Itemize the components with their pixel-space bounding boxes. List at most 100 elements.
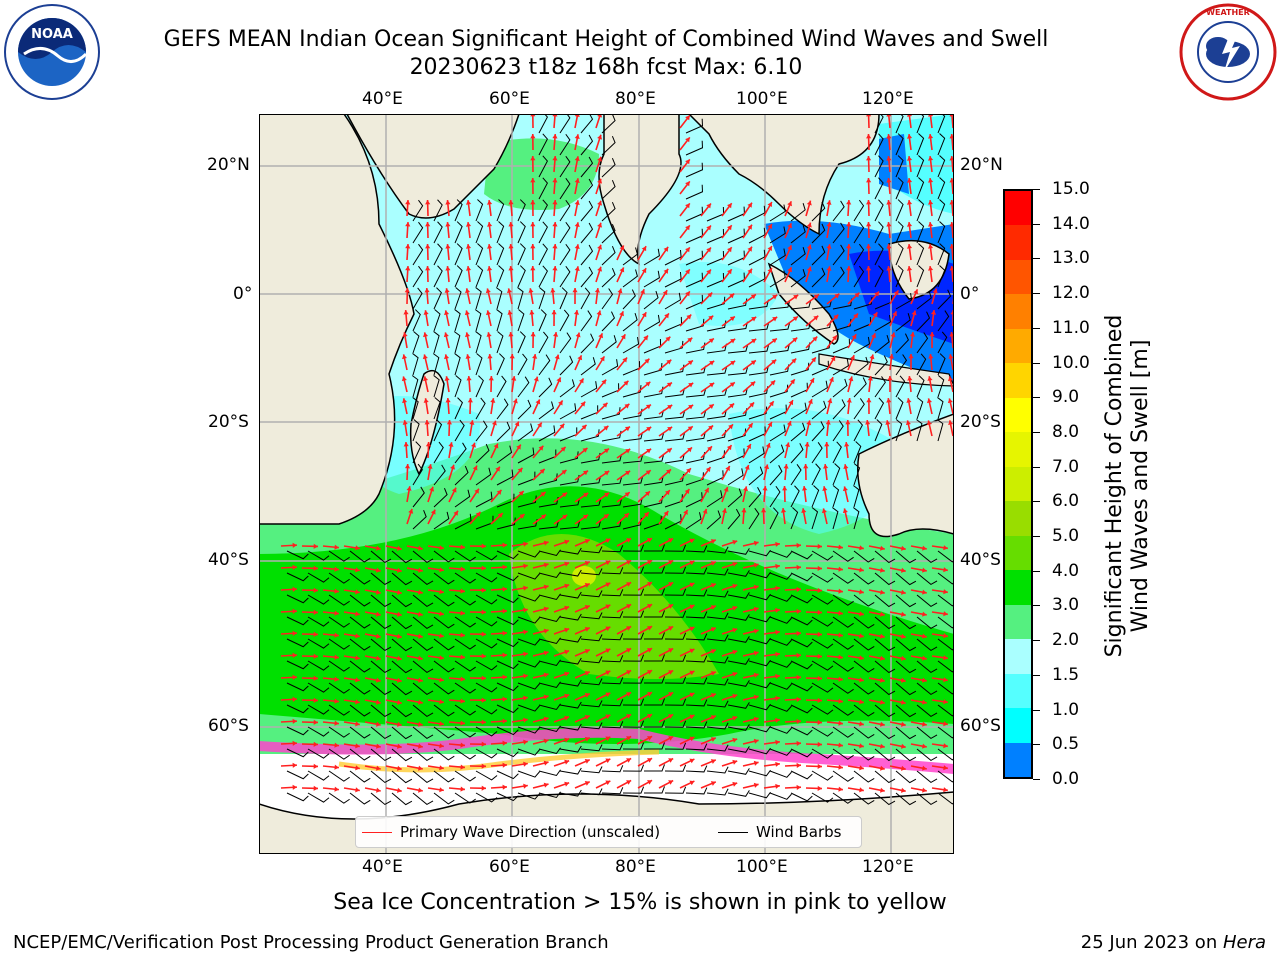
wave-direction-arrowhead (626, 648, 632, 653)
wind-barb (559, 133, 571, 156)
wave-direction-arrowhead (838, 764, 843, 770)
colorbar-tick (1033, 466, 1040, 468)
wave-direction-arrowhead (796, 542, 801, 548)
wave-direction-arrowhead (932, 288, 938, 294)
wave-direction-arrowhead (439, 743, 444, 749)
wave-direction-arrowhead (514, 421, 520, 427)
wind-barb (433, 682, 455, 695)
wave-direction-arrowhead (812, 336, 818, 342)
wave-direction-arrowhead (796, 762, 801, 768)
wave-direction-arrowhead (775, 673, 780, 679)
wave-direction-arrowhead (460, 544, 465, 550)
wind-barb (937, 682, 954, 695)
wind-barb (769, 616, 792, 624)
wave-direction-arrowhead (727, 225, 732, 231)
wind-barb (538, 703, 561, 711)
wave-direction-arrowhead (460, 566, 465, 572)
wave-direction-arrowhead (741, 508, 747, 513)
wave-direction-arrowhead (572, 288, 578, 293)
wind-barb (664, 676, 687, 684)
wave-direction-arrowhead (425, 442, 432, 447)
wave-direction-arrowhead (668, 648, 674, 653)
wind-barb (916, 114, 925, 134)
wave-direction-arrowhead (552, 244, 558, 249)
wind-barb (412, 550, 434, 564)
wind-barb (349, 682, 371, 695)
wave-direction-arrowhead (908, 354, 914, 359)
wave-direction-arrowhead (725, 465, 730, 471)
wave-direction-arrowhead (732, 605, 738, 611)
wave-direction-arrowhead (594, 288, 600, 293)
wind-barb (622, 676, 645, 684)
wave-direction-arrowhead (721, 508, 727, 514)
wind-barb (559, 379, 575, 398)
wind-barb (517, 616, 540, 624)
footer-host: Hera (1222, 932, 1266, 953)
wind-barb (601, 135, 616, 156)
wind-barb (433, 221, 443, 244)
wind-barb (832, 222, 845, 244)
wave-direction-arrowhead (829, 377, 834, 383)
wave-direction-arrowhead (906, 156, 913, 161)
wind-barb (790, 422, 806, 442)
wind-barb (349, 572, 371, 585)
legend-barb-label: Wind Barbs (756, 823, 842, 841)
wave-direction-arrowhead (842, 486, 848, 492)
wind-barb (748, 406, 768, 420)
wave-direction-arrowhead (838, 632, 843, 638)
wind-barb (601, 267, 616, 288)
wave-direction-arrowhead (418, 545, 423, 551)
colorbar-label: 15.0 (1052, 179, 1090, 199)
wind-barb (832, 550, 854, 562)
wind-barb (727, 428, 747, 442)
wave-direction-arrowhead (687, 360, 693, 366)
wind-barb (727, 636, 750, 643)
wave-direction-arrowhead (535, 399, 541, 405)
wave-direction-arrowhead (334, 544, 339, 550)
wind-barb (517, 682, 540, 690)
wave-direction-arrowhead (813, 315, 819, 321)
wind-barb (580, 766, 603, 774)
wind-barb (748, 466, 764, 486)
colorbar-label: 3.0 (1052, 595, 1080, 616)
wind-barb (559, 403, 577, 420)
wind-barb (328, 594, 350, 606)
wind-barb (664, 698, 687, 706)
wave-direction-arrowhead (403, 310, 409, 315)
wind-barb (937, 638, 954, 651)
wind-barb (496, 792, 519, 802)
wind-barb (559, 547, 582, 555)
wave-direction-arrowhead (620, 334, 626, 340)
wave-direction-arrowhead (793, 294, 799, 300)
wind-barb (790, 660, 813, 670)
wave-direction-arrowhead (817, 565, 822, 571)
wind-barb (517, 660, 540, 668)
colorbar-segment (1005, 294, 1031, 330)
wave-direction-arrowhead (821, 508, 827, 514)
wave-direction-arrowhead (292, 762, 297, 768)
wave-direction-arrowhead (481, 741, 486, 747)
wind-barb (496, 682, 519, 692)
wind-barb (664, 432, 686, 442)
wind-barb (874, 376, 886, 398)
wind-barb (748, 791, 771, 799)
wave-direction-arrowhead (519, 514, 525, 519)
colorbar-tick (1033, 779, 1040, 780)
wind-barb (307, 572, 330, 583)
wind-barb (517, 265, 526, 288)
wave-direction-arrowhead (605, 780, 611, 786)
wind-barb (307, 594, 330, 605)
wave-direction-arrowhead (448, 442, 454, 447)
wind-barb (937, 770, 954, 783)
wave-direction-arrowhead (376, 655, 381, 661)
wind-barb (811, 770, 834, 781)
wind-barb (706, 450, 725, 464)
wave-direction-arrowhead (439, 655, 444, 661)
wave-direction-arrowhead (900, 611, 906, 617)
wave-direction-arrowhead (540, 492, 546, 497)
wave-direction-arrowhead (732, 539, 738, 545)
footer-date-text: 25 Jun 2023 on (1080, 932, 1223, 953)
wave-direction-arrowhead (943, 743, 948, 749)
wave-direction-arrowhead (543, 650, 549, 656)
wave-direction-arrowhead (928, 156, 934, 161)
